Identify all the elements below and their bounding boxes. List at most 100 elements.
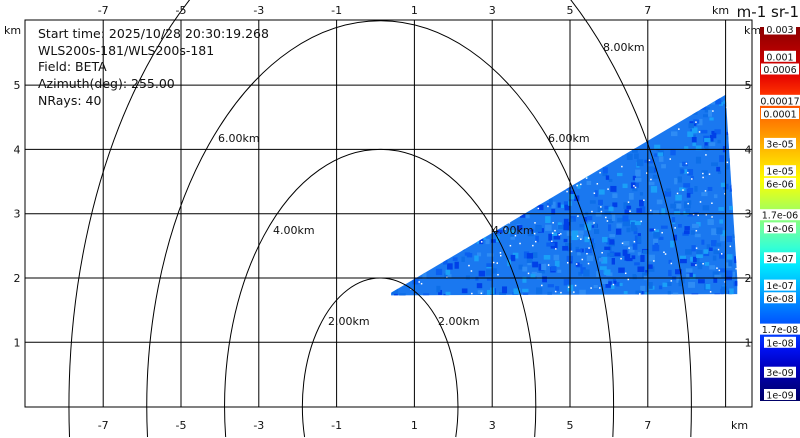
- data-cell: [445, 274, 452, 279]
- data-cell: [721, 230, 727, 237]
- data-cell: [596, 271, 600, 278]
- colorbar-label: 6e-06: [766, 179, 793, 190]
- data-cell: [485, 238, 490, 245]
- data-cell: [607, 188, 609, 190]
- data-cell: [502, 286, 508, 294]
- data-cell: [658, 236, 664, 240]
- data-cell: [622, 215, 629, 222]
- data-cell: [648, 264, 653, 269]
- data-cell: [486, 253, 494, 257]
- data-cell: [478, 270, 486, 277]
- data-cell: [620, 257, 622, 260]
- data-cell: [695, 264, 697, 266]
- data-cell: [510, 254, 516, 262]
- data-cell: [577, 215, 579, 217]
- data-cell: [591, 210, 593, 213]
- data-cell: [670, 262, 673, 265]
- data-cell: [563, 238, 568, 243]
- data-cell: [590, 287, 592, 289]
- data-cell: [486, 277, 492, 281]
- data-cell: [661, 208, 666, 215]
- data-cell: [591, 242, 596, 249]
- data-cell: [577, 184, 581, 189]
- data-cell: [604, 211, 611, 215]
- data-cell: [541, 263, 547, 271]
- data-cell: [578, 271, 582, 276]
- data-cell: [611, 214, 616, 221]
- data-cell: [608, 206, 614, 212]
- y-tick-label-left: 5: [14, 79, 21, 92]
- data-cell: [711, 202, 713, 204]
- data-cell: [690, 262, 697, 267]
- data-cell: [692, 139, 696, 147]
- data-cell: [645, 269, 649, 275]
- colorbar-label-bg: [764, 389, 796, 400]
- data-cell: [666, 188, 671, 193]
- data-cell: [607, 252, 614, 257]
- data-cell: [652, 174, 660, 179]
- data-cell: [653, 260, 655, 262]
- data-cell: [697, 214, 699, 217]
- data-cell: [575, 249, 583, 253]
- data-cell: [598, 199, 603, 206]
- colorbar-label-bg: [758, 323, 800, 335]
- data-cell: [684, 146, 689, 150]
- colorbar-label: 1e-09: [766, 391, 793, 402]
- x-tick-label-bottom: 5: [567, 419, 574, 432]
- data-cell: [683, 211, 689, 216]
- data-cell: [697, 118, 703, 126]
- data-cell: [690, 230, 695, 235]
- data-cell: [438, 289, 443, 295]
- data-cell: [717, 139, 721, 144]
- data-cell: [713, 194, 718, 199]
- data-cell: [686, 273, 690, 278]
- data-cell: [577, 235, 584, 240]
- data-cell: [615, 228, 622, 235]
- data-cell: [547, 291, 552, 296]
- data-cell: [601, 279, 609, 284]
- data-cell: [664, 253, 667, 255]
- data-cell: [718, 207, 724, 211]
- data-cell: [623, 291, 628, 295]
- data-cell: [709, 247, 713, 251]
- data-cell: [687, 169, 694, 176]
- data-cell: [588, 247, 590, 249]
- data-cell: [652, 210, 659, 215]
- data-cell: [647, 266, 655, 272]
- data-cell: [622, 250, 628, 256]
- data-cell: [610, 284, 615, 289]
- data-cell: [551, 208, 556, 215]
- data-cell: [720, 182, 726, 188]
- data-cell: [499, 254, 502, 257]
- data-cell: [702, 172, 704, 175]
- data-cell: [654, 242, 659, 248]
- data-cell: [662, 282, 668, 287]
- data-cell: [604, 205, 611, 210]
- data-cell: [680, 169, 685, 174]
- data-cell: [537, 204, 544, 211]
- data-cell: [674, 227, 676, 229]
- data-cell: [698, 262, 703, 267]
- data-cell: [672, 292, 679, 296]
- data-cell: [675, 194, 682, 201]
- colorbar-label: 1e-06: [766, 224, 793, 235]
- data-cell: [568, 194, 575, 200]
- data-cell: [622, 219, 629, 227]
- x-tick-label-top: -3: [253, 4, 264, 17]
- data-cell: [687, 131, 694, 137]
- x-tick-label-bottom: -3: [253, 419, 264, 432]
- data-cell: [637, 236, 642, 243]
- data-cell: [486, 263, 492, 267]
- data-cell: [610, 185, 617, 192]
- data-cell: [632, 182, 639, 188]
- data-cell: [568, 291, 575, 295]
- data-cell: [627, 201, 630, 203]
- data-cell: [575, 262, 580, 267]
- y-tick-label-left: 2: [14, 272, 21, 285]
- data-cell: [709, 134, 714, 142]
- data-cell: [714, 129, 721, 135]
- data-cell: [698, 131, 701, 133]
- data-cell: [679, 255, 686, 261]
- data-cell: [701, 170, 708, 176]
